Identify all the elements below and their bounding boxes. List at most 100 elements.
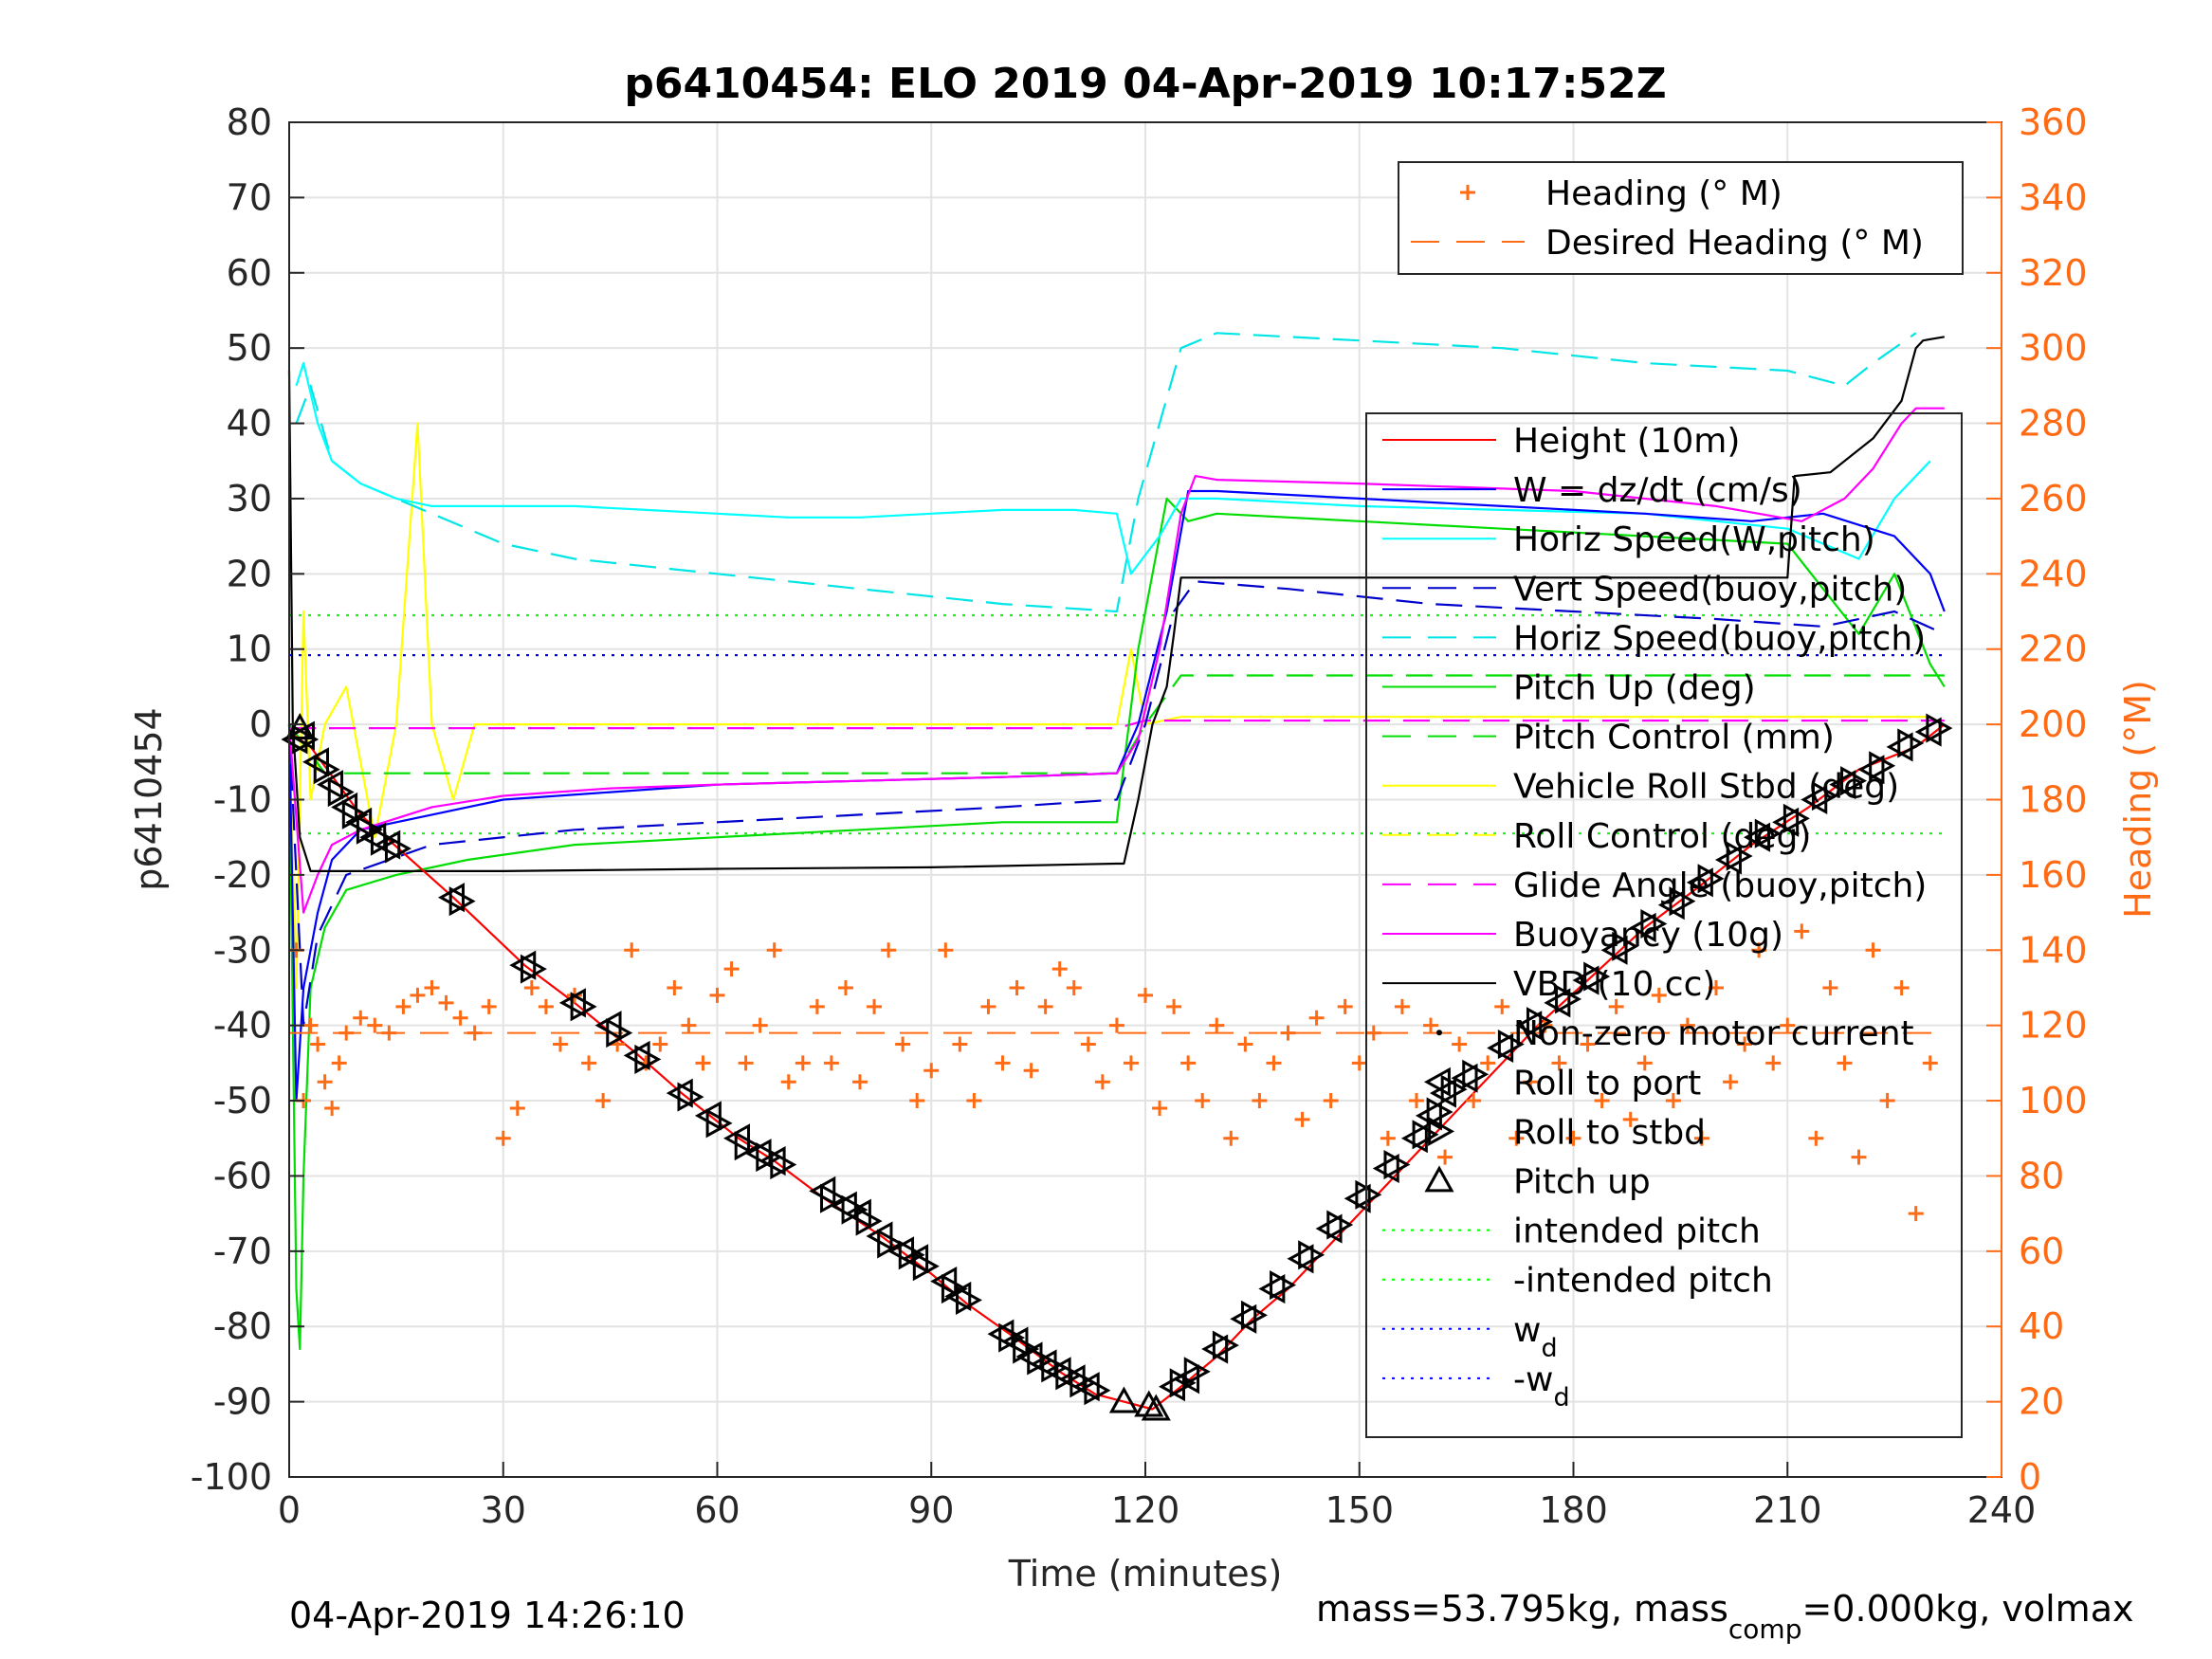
heading-point (324, 1100, 340, 1116)
heading-point (1480, 1055, 1496, 1071)
y-tick-label: 40 (227, 403, 272, 445)
y-tick-label: -80 (213, 1305, 272, 1347)
series-vbd-10-cc (287, 336, 1945, 873)
heading-point (766, 942, 782, 958)
roll-port-marker (722, 1123, 750, 1154)
legend-main-label: intended pitch (1513, 1212, 1761, 1251)
legend-main-label-text: Non-zero motor current (1513, 1014, 1914, 1053)
roll-stbd-marker (1027, 1345, 1054, 1376)
roll-stbd-marker (855, 1206, 883, 1236)
heading-point (1408, 1093, 1424, 1109)
heading-point (1879, 1093, 1895, 1109)
roll-stbd-marker (1298, 1240, 1325, 1270)
heading-point (1851, 1149, 1867, 1165)
heading-point (1123, 1055, 1139, 1071)
heading-point (1922, 1055, 1938, 1071)
roll-stbd-marker (1462, 1059, 1490, 1089)
heading-point (1794, 923, 1810, 939)
heading-point (867, 998, 883, 1014)
heading-point (1523, 1074, 1539, 1090)
heading-point (1723, 1074, 1739, 1090)
series-horiz-speed-w-pitch (295, 361, 1931, 575)
heading-point (1622, 1111, 1638, 1127)
heading-point (1237, 1036, 1253, 1052)
heading-point (624, 942, 640, 958)
roll-stbd-marker (1726, 841, 1753, 871)
roll-stbd-marker (1212, 1330, 1239, 1360)
roll-stbd-marker (1183, 1357, 1211, 1387)
roll-stbd-marker (1840, 766, 1868, 796)
roll-stbd-marker (705, 1108, 733, 1139)
heading-point (367, 1017, 383, 1033)
roll-stbd-marker (1526, 1007, 1553, 1037)
y-tick-label: -90 (213, 1381, 272, 1423)
y-tick-label: -30 (213, 929, 272, 971)
legend-main-label-text: Glide Angle (buoy,pitch) (1513, 866, 1927, 905)
roll-port-marker (866, 1221, 893, 1251)
y-tick-label: 20 (227, 553, 272, 594)
heading-point (823, 1055, 839, 1071)
heading-point (938, 942, 954, 958)
y-right-tick-label: 340 (2019, 176, 2088, 218)
heading-point (1580, 1036, 1596, 1052)
y-right-tick-label: 80 (2019, 1155, 2064, 1196)
heading-point (438, 994, 454, 1011)
y-right-tick-label: 260 (2019, 478, 2088, 520)
series-glide-angle-buoy-pitch (289, 719, 1945, 730)
heading-point (1837, 1055, 1853, 1071)
x-tick-label: 0 (278, 1489, 301, 1531)
roll-stbd-marker (770, 1149, 797, 1180)
heading-point (1252, 1093, 1268, 1109)
roll-port-marker (317, 770, 344, 800)
heading-point (1108, 1017, 1124, 1033)
legend-main-label-text: VBD (10 cc) (1513, 965, 1715, 1004)
heading-point (1152, 1100, 1168, 1116)
roll-stbd-marker (1897, 728, 1925, 758)
y-right-tick-label: 120 (2019, 1005, 2088, 1047)
heading-point (1080, 1036, 1096, 1052)
heading-point (780, 1074, 796, 1090)
legend-main-label: Vehicle Roll Stbd (deg) (1513, 768, 1899, 807)
legend-main-label: Horiz Speed(buoy,pitch) (1513, 619, 1926, 658)
y-tick-label: -20 (213, 854, 272, 896)
heading-point (1780, 1017, 1796, 1033)
roll-stbd-marker (1782, 803, 1810, 833)
legend-main-label: wd (1513, 1311, 1558, 1363)
roll-port-marker (594, 1011, 622, 1041)
legend-main-label: Roll to stbd (1513, 1113, 1706, 1152)
roll-stbd-marker (1640, 908, 1668, 939)
heading-point (1908, 1206, 1924, 1222)
x-axis-label: Time (minutes) (1008, 1553, 1283, 1595)
y-right-tick-label: 180 (2019, 779, 2088, 821)
heading-point (495, 1130, 511, 1146)
heading-point (1195, 1093, 1211, 1109)
roll-stbd-marker (941, 1273, 968, 1304)
x-tick-label: 210 (1753, 1489, 1822, 1531)
roll-stbd-marker (1926, 713, 1953, 743)
legend-swatch (1460, 185, 1475, 200)
heading-point (1266, 1055, 1282, 1071)
y-tick-label: 10 (227, 629, 272, 670)
x-tick-label: 240 (1967, 1489, 2037, 1531)
roll-stbd-marker (912, 1251, 940, 1282)
legend-swatch (1428, 1116, 1455, 1146)
series-height-10m (288, 723, 1946, 1411)
heading-point (1651, 987, 1667, 1003)
roll-stbd-marker (1869, 751, 1896, 781)
y-tick-label: -40 (213, 1005, 272, 1047)
heading-point (952, 1036, 968, 1052)
legend-main-label: VBD (10 cc) (1513, 965, 1715, 1004)
series-pitch-up-deg (287, 497, 1946, 1351)
legend-main-label-text: Height (10m) (1513, 422, 1740, 461)
roll-stbd-marker (1555, 984, 1582, 1014)
legend-main-label-text: W = dz/dt (cm/s) (1513, 471, 1802, 510)
roll-stbd-marker (1612, 931, 1639, 961)
heading-point (338, 1025, 355, 1041)
roll-port-marker (930, 1267, 958, 1297)
roll-stbd-marker (877, 1229, 905, 1259)
roll-stbd-marker (955, 1285, 982, 1315)
roll-stbd-marker (520, 954, 547, 984)
y-right-tick-label: 40 (2019, 1305, 2064, 1347)
pitch-up-marker (1141, 1394, 1171, 1421)
heading-point (1223, 1130, 1239, 1146)
